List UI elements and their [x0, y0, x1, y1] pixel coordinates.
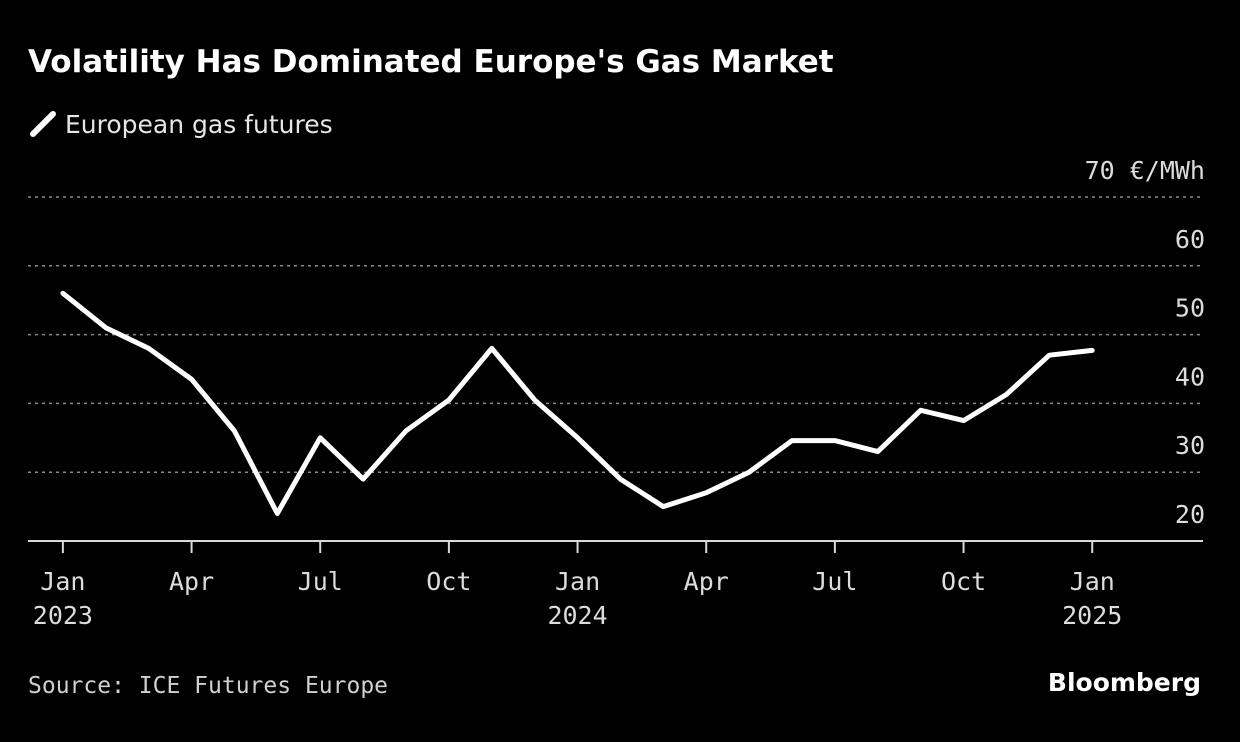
logo: Bloomberg — [1048, 668, 1201, 697]
source: Source: ICE Futures Europe — [28, 673, 388, 699]
y-tick-label: 30 — [1175, 431, 1205, 460]
x-year-label: 2025 — [1062, 601, 1122, 630]
x-tick-label: Jan — [40, 567, 85, 596]
x-year-label: 2024 — [547, 601, 607, 630]
legend-label: European gas futures — [65, 110, 333, 139]
x-year-label: 2023 — [33, 601, 93, 630]
x-tick-label: Oct — [941, 567, 986, 596]
y-tick-label: 60 — [1175, 225, 1205, 254]
legend-swatch — [30, 111, 56, 137]
y-tick-label: 50 — [1175, 294, 1205, 323]
x-tick-label: Apr — [169, 567, 214, 596]
x-tick-label: Jul — [298, 567, 343, 596]
x-tick-label: Jul — [812, 567, 857, 596]
x-tick-label: Apr — [684, 567, 729, 596]
y-tick-label: 20 — [1175, 500, 1205, 529]
chart-title: Volatility Has Dominated Europe's Gas Ma… — [28, 44, 834, 80]
series-line — [60, 290, 1095, 516]
y-tick-label: 40 — [1175, 362, 1205, 391]
y-tick-label: 70 €/MWh — [1085, 156, 1205, 185]
x-tick-label: Jan — [1070, 567, 1115, 596]
x-tick-label: Oct — [426, 567, 471, 596]
x-tick-label: Jan — [555, 567, 600, 596]
